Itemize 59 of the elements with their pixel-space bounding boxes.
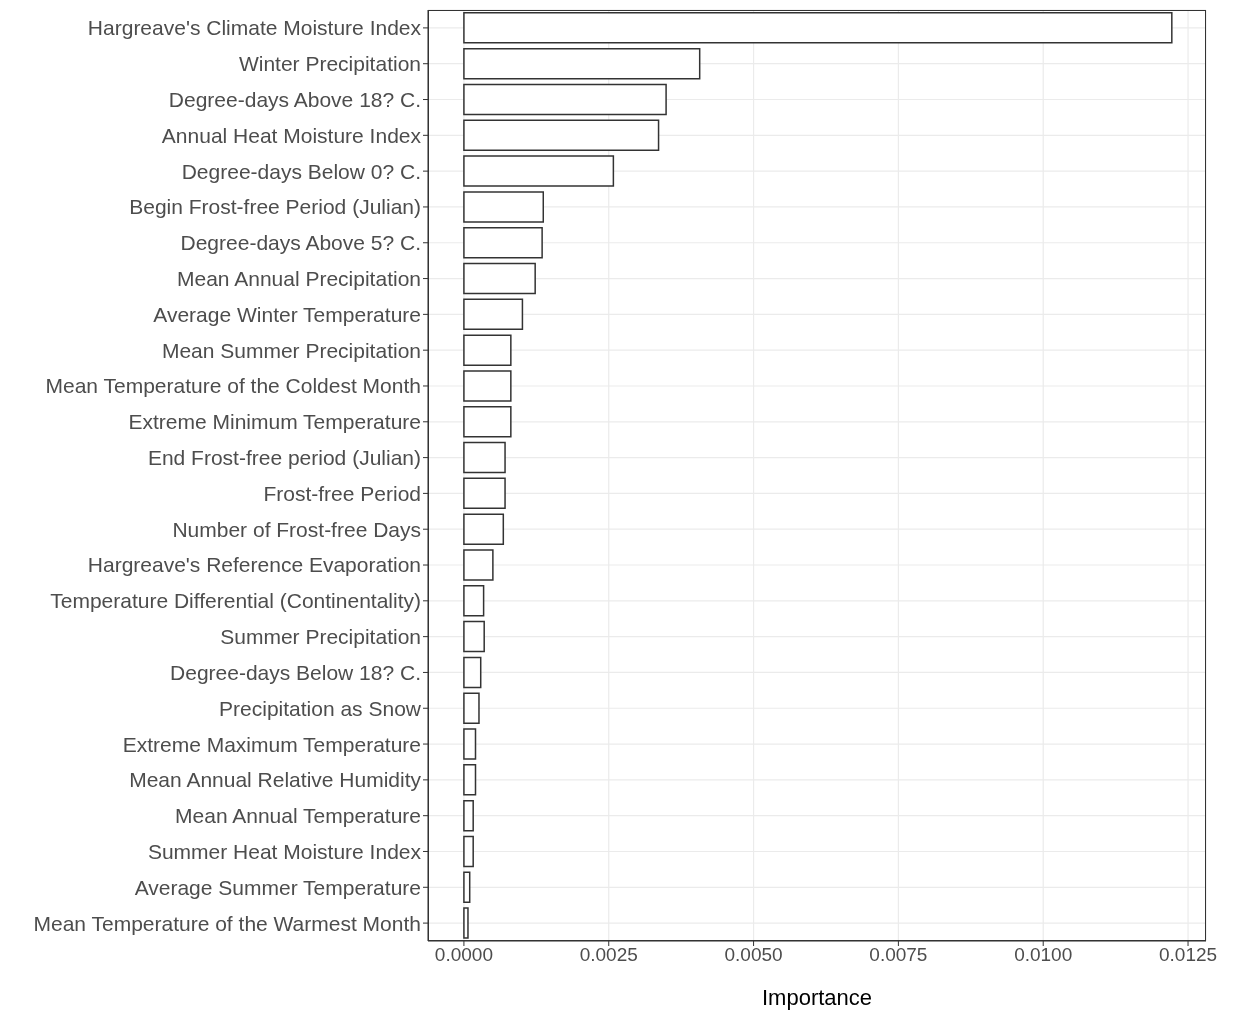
y-tick-label: Extreme Minimum Temperature	[128, 410, 421, 434]
y-tick-label: Average Summer Temperature	[134, 875, 421, 899]
bar	[463, 191, 545, 223]
bar	[463, 370, 512, 402]
y-tick-label: Begin Frost-free Period (Julian)	[129, 195, 421, 219]
bar	[463, 47, 701, 80]
y-tick-label: Precipitation as Snow	[219, 696, 422, 720]
bar	[463, 620, 485, 653]
y-tick-label: Frost-free Period	[263, 481, 421, 505]
bar	[463, 155, 615, 187]
bar	[463, 298, 524, 331]
bar	[463, 477, 506, 510]
y-tick-label: Temperature Differential (Continentality)	[50, 589, 421, 613]
y-tick-label: Mean Summer Precipitation	[161, 338, 421, 362]
y-tick-label: Mean Annual Precipitation	[177, 267, 421, 291]
bar	[463, 12, 1173, 44]
bar	[463, 764, 477, 796]
x-tick-label: 0.0000	[434, 944, 493, 966]
bar	[463, 119, 660, 152]
y-tick-label: Degree-days Above 5? C.	[180, 231, 421, 255]
y-tick-label: Summer Precipitation	[220, 625, 421, 649]
bar	[463, 262, 536, 295]
bar	[463, 692, 480, 724]
y-tick-label: Degree-days Below 18? C.	[170, 660, 421, 684]
bar	[463, 835, 474, 868]
x-tick-label: 0.0125	[1158, 944, 1218, 966]
x-tick-label: 0.0025	[579, 944, 638, 966]
bar	[463, 799, 474, 832]
y-tick-label: Degree-days Above 18? C.	[168, 87, 421, 111]
x-tick-label: 0.0050	[724, 944, 783, 966]
y-tick-label: Mean Annual Relative Humidity	[129, 768, 422, 792]
x-tick-label: 0.0075	[869, 944, 928, 966]
x-axis-title: Importance	[761, 985, 873, 1010]
bar	[463, 728, 477, 760]
y-tick-label: Extreme Maximum Temperature	[122, 732, 421, 756]
y-tick-label: Summer Heat Moisture Index	[147, 839, 422, 863]
bar	[463, 441, 506, 474]
y-tick-label: Degree-days Below 0? C.	[181, 159, 421, 183]
bar	[463, 656, 482, 689]
bar	[463, 513, 505, 545]
bar	[463, 871, 471, 903]
y-tick-label: Hargreave's Reference Evaporation	[87, 553, 421, 577]
bar	[463, 585, 485, 617]
y-tick-label: Hargreave's Climate Moisture Index	[87, 16, 422, 40]
bar	[463, 406, 512, 438]
y-tick-label: Mean Annual Temperature	[175, 804, 421, 828]
bar	[463, 907, 469, 939]
y-tick-label: Mean Temperature of the Coldest Month	[45, 374, 421, 398]
bar	[463, 83, 667, 116]
bar	[463, 226, 543, 259]
y-tick-label: Winter Precipitation	[238, 52, 421, 76]
y-tick-label: Mean Temperature of the Warmest Month	[33, 911, 421, 935]
bar	[463, 334, 512, 366]
y-tick-label: End Frost-free period (Julian)	[147, 446, 421, 470]
y-tick-label: Number of Frost-free Days	[172, 517, 421, 541]
x-tick-label: 0.0100	[1014, 944, 1073, 966]
bar	[463, 549, 494, 581]
y-tick-label: Average Winter Temperature	[153, 302, 421, 326]
y-tick-label: Annual Heat Moisture Index	[161, 123, 422, 147]
